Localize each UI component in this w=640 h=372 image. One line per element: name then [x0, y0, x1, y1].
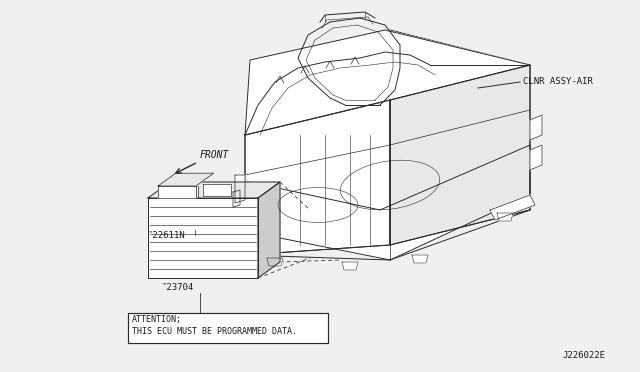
Polygon shape	[148, 182, 280, 198]
Text: THIS ECU MUST BE PROGRAMMED DATA.: THIS ECU MUST BE PROGRAMMED DATA.	[132, 327, 297, 336]
Polygon shape	[342, 262, 358, 270]
Polygon shape	[490, 195, 535, 220]
Polygon shape	[148, 198, 258, 278]
Bar	[128, 313, 328, 343]
Text: ATTENTION;: ATTENTION;	[132, 315, 182, 324]
Polygon shape	[203, 184, 231, 196]
Text: FRONT: FRONT	[200, 150, 229, 160]
Polygon shape	[412, 255, 428, 263]
Polygon shape	[245, 30, 530, 135]
Text: J226022E: J226022E	[562, 351, 605, 360]
Polygon shape	[530, 115, 542, 140]
Polygon shape	[530, 145, 542, 170]
Polygon shape	[158, 186, 196, 198]
Polygon shape	[245, 100, 390, 255]
Text: CLNR ASSY-AIR: CLNR ASSY-AIR	[523, 77, 593, 87]
Polygon shape	[258, 182, 280, 278]
Polygon shape	[235, 175, 245, 203]
Polygon shape	[267, 258, 283, 266]
Polygon shape	[240, 145, 530, 260]
Polygon shape	[245, 30, 530, 135]
Polygon shape	[390, 65, 530, 245]
Polygon shape	[497, 213, 513, 221]
Polygon shape	[233, 190, 240, 207]
Text: ‶23704: ‶23704	[162, 283, 195, 292]
Text: ‶22611N: ‶22611N	[148, 231, 186, 240]
Polygon shape	[158, 173, 214, 186]
